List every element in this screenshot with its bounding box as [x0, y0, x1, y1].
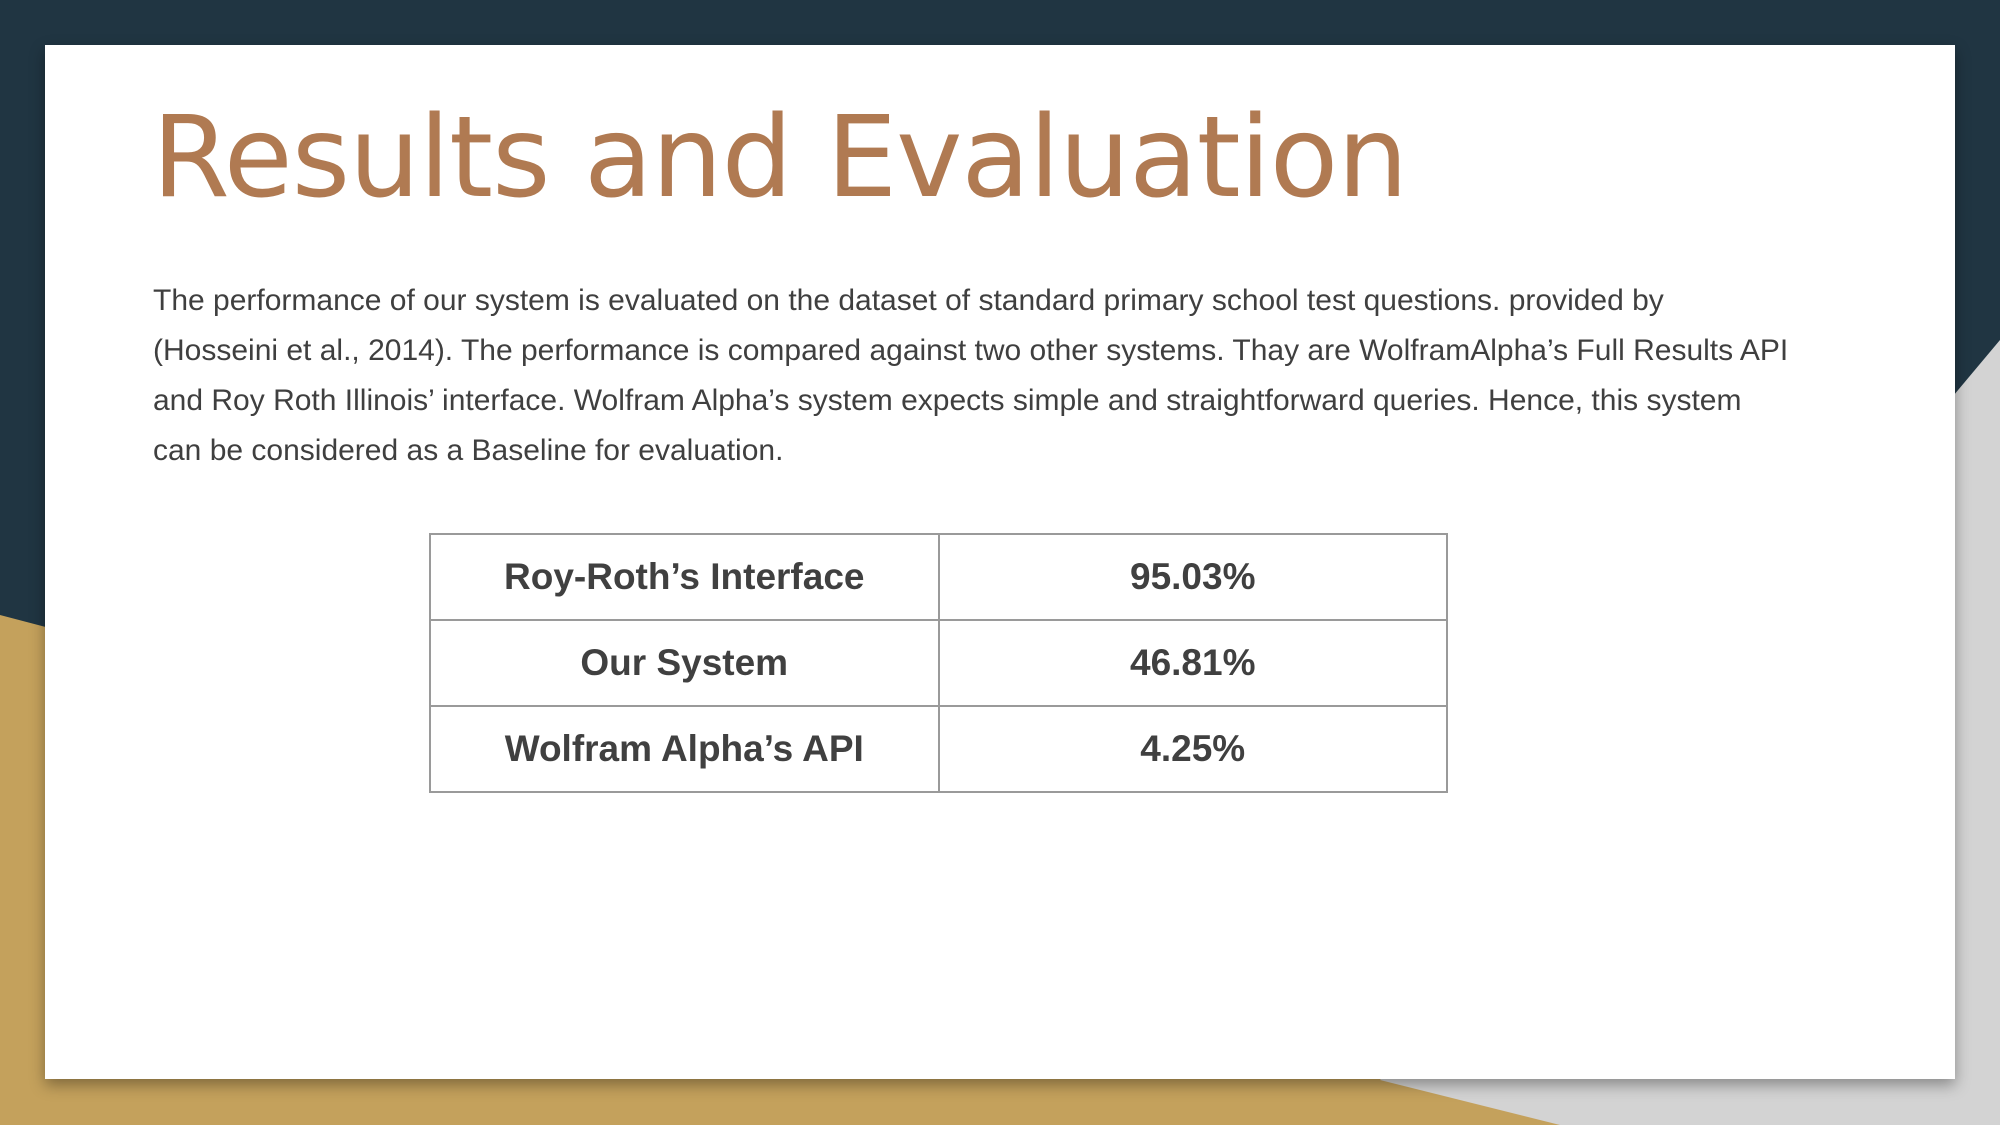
results-table: Roy-Roth’s Interface 95.03% Our System 4…: [429, 533, 1448, 793]
score-cell: 4.25%: [937, 705, 1448, 793]
table-row: Roy-Roth’s Interface 95.03%: [429, 533, 1448, 621]
slide-body-text: The performance of our system is evaluat…: [153, 284, 1789, 467]
slide-title: Results and Evaluation: [152, 93, 1408, 223]
score-cell: 95.03%: [937, 533, 1448, 621]
system-name-cell: Wolfram Alpha’s API: [429, 705, 940, 793]
table-row: Wolfram Alpha’s API 4.25%: [429, 705, 1448, 793]
system-name-cell: Roy-Roth’s Interface: [429, 533, 940, 621]
table-row: Our System 46.81%: [429, 619, 1448, 707]
score-cell: 46.81%: [937, 619, 1448, 707]
system-name-cell: Our System: [429, 619, 940, 707]
